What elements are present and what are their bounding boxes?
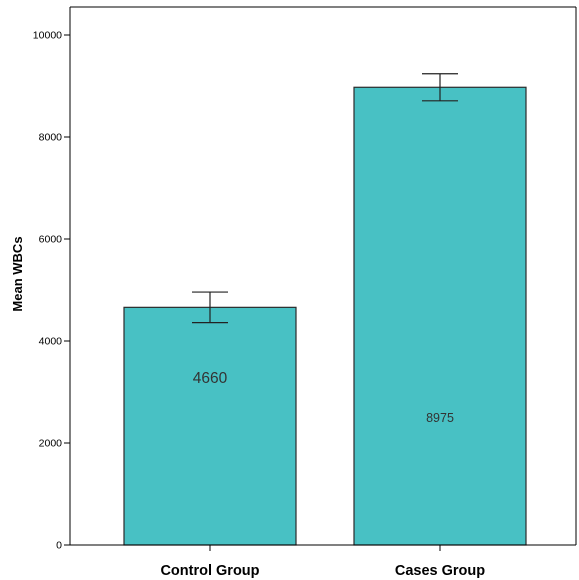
x-tick-label: Cases Group — [395, 563, 485, 579]
y-axis-title: Mean WBCs — [10, 236, 25, 311]
bar — [353, 86, 527, 546]
data-label: 4660 — [193, 370, 228, 387]
y-axis: 0 2000 4000 6000 8000 10000 — [33, 7, 71, 552]
error-bars — [192, 73, 458, 324]
data-label: 8975 — [426, 411, 454, 425]
y-tick-label: 8000 — [39, 132, 63, 144]
y-tick-label: 4000 — [39, 336, 63, 348]
y-tick-label: 2000 — [39, 438, 63, 450]
y-tick-label: 0 — [56, 540, 62, 552]
x-axis: Control Group Cases Group — [70, 544, 576, 579]
data-labels: 4660 8975 — [193, 370, 454, 425]
bar — [123, 306, 297, 546]
y-tick-label: 6000 — [39, 234, 63, 246]
plot-frame — [70, 6, 577, 545]
bars — [123, 86, 527, 546]
y-tick-label: 10000 — [33, 30, 62, 42]
x-tick-label: Control Group — [160, 563, 259, 579]
